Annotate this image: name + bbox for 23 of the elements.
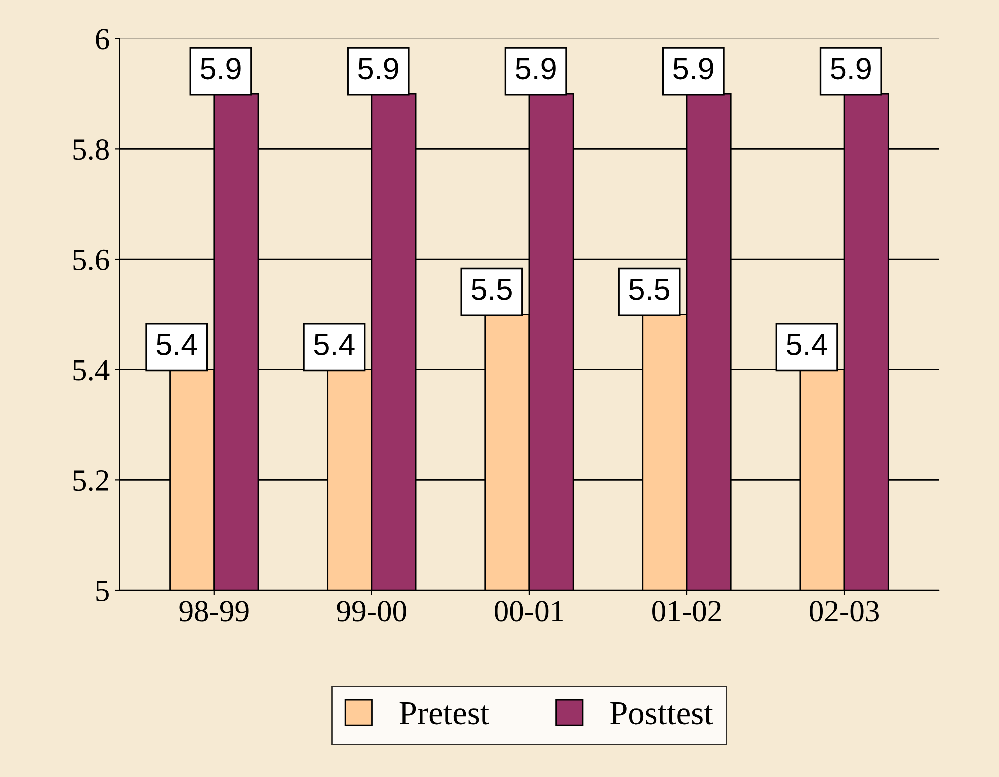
- y-tick-label: 5.4: [74, 360, 110, 381]
- y-tick-label: 5: [96, 581, 109, 602]
- data-label: 5.9: [831, 58, 871, 80]
- x-tick-label: 99-00: [337, 601, 406, 622]
- legend-label: Posttest: [610, 702, 714, 725]
- data-label: 5.4: [787, 334, 828, 356]
- y-tick-label: 5.2: [74, 470, 108, 492]
- data-label: 5.4: [314, 334, 355, 356]
- data-label: 5.9: [516, 58, 556, 80]
- y-tick-label: 6: [96, 29, 110, 50]
- data-label: 5.5: [472, 279, 512, 300]
- legend-label: Pretest: [400, 702, 490, 725]
- x-tick-label: 98-99: [180, 601, 249, 622]
- x-tick-label: 00-01: [494, 601, 564, 622]
- data-label: 5.9: [358, 58, 398, 80]
- data-label: 5.9: [674, 58, 714, 80]
- data-label: 5.4: [156, 334, 198, 356]
- x-tick-label: 01-02: [652, 601, 721, 622]
- data-label: 5.5: [629, 279, 670, 300]
- y-tick-label: 5.8: [74, 139, 109, 160]
- x-tick-label: 02-03: [810, 601, 879, 622]
- data-label: 5.9: [201, 58, 241, 80]
- y-tick-label: 5.6: [74, 250, 110, 271]
